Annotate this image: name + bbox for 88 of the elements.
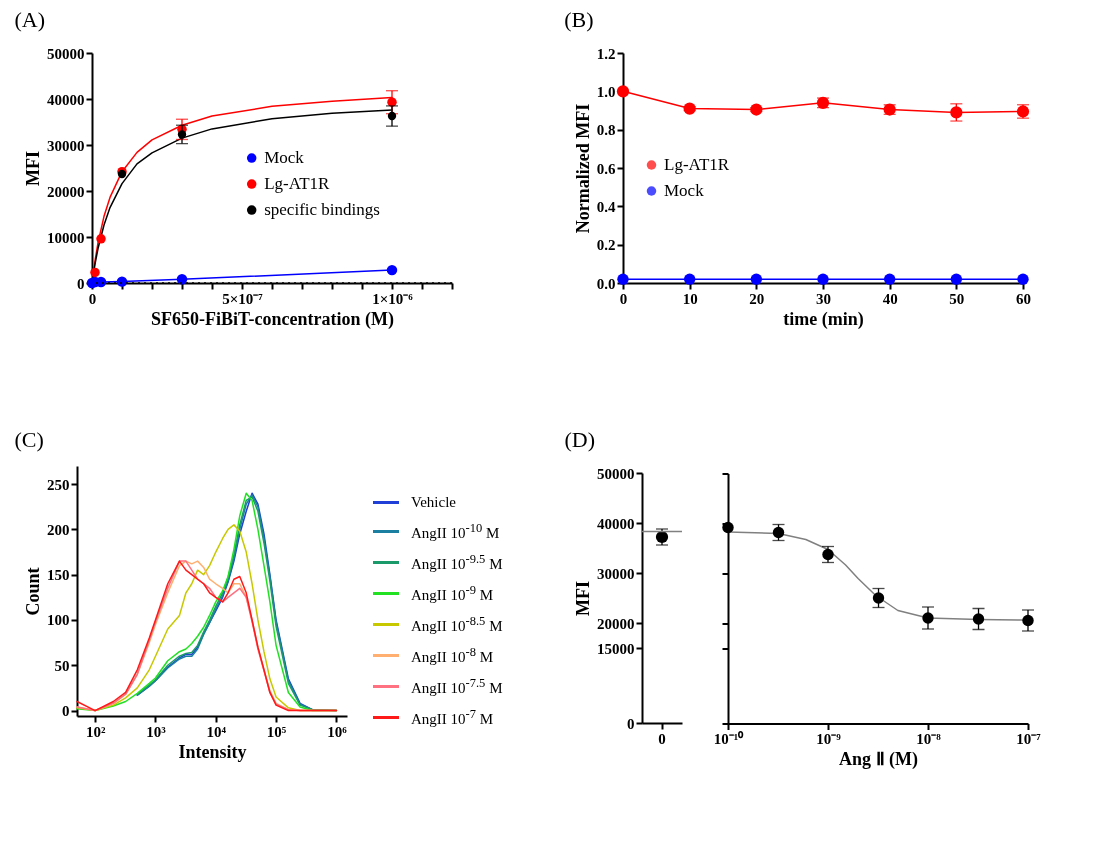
x-tick-label: 20 [749,290,765,307]
y-tick-label: 20000 [47,183,85,200]
y-axis-title: Normalized MFI [572,103,593,234]
point [750,273,763,285]
legend-label: AngII 10$^{-8}$ M [411,645,494,666]
y-tick-label: 50 [54,657,70,674]
x-tick-label: 60 [1016,290,1031,307]
y-tick-label: 20000 [597,615,635,632]
y-tick-label: 0 [62,703,70,720]
y-tick-label: 40000 [47,91,85,108]
x-axis-title: time (min) [783,308,864,330]
x-axis-title: SF650-FiBiT-concentration (M) [151,308,394,330]
x-tick-label: 5×10⁻⁷ [222,290,264,307]
y-tick-label: 40000 [597,515,635,532]
point [722,521,734,534]
chart-title: (D) [564,427,596,452]
legend-label: AngII 10$^{-8.5}$ M [411,614,503,635]
legend-label: Mock [664,181,705,200]
x-tick-label: 10⁻¹⁰ [713,730,745,747]
y-tick-label: 100 [47,612,70,629]
x-tick-label: 50 [949,290,965,307]
y-tick-label: 250 [47,476,70,493]
point [177,130,187,139]
point [1017,273,1029,285]
x-tick-label: 10⁻⁹ [816,731,842,747]
point [683,102,696,115]
y-tick-label: 200 [47,521,70,538]
point [176,274,188,285]
y-tick-label: 0.8 [596,122,616,139]
point [386,264,398,276]
point [683,273,696,285]
point [972,613,985,625]
point [90,267,100,278]
y-tick-label: 10000 [47,229,85,246]
x-tick-label: 10² [85,723,106,740]
x-tick-label: 10⁻⁸ [916,731,942,747]
legend-label: AngII 10$^{-9.5}$ M [411,552,503,573]
point [387,111,397,121]
point [950,273,963,285]
x-axis-title: Ang Ⅱ (M) [839,749,918,770]
point [1022,614,1034,627]
point [616,85,630,98]
y-tick-label: 150 [47,567,70,584]
y-tick-label: 50000 [47,45,85,62]
y-tick-label: 0 [77,275,85,292]
legend-label: AngII 10$^{-10}$ M [411,521,500,542]
legend-label: AngII 10$^{-7}$ M [411,707,494,728]
point [116,276,128,287]
y-tick-label: 0.2 [596,237,616,254]
y-tick-label: 1.2 [596,45,616,62]
chart-title: (A) [14,7,46,32]
y-tick-label: 0.0 [596,275,616,292]
y-tick-label: 50000 [597,465,635,482]
chart-title: (C) [14,427,44,452]
chart-title: (B) [564,7,594,32]
x-tick-label: 10⁵ [266,723,287,740]
x-tick-label: 30 [816,290,831,307]
x-tick-label: 0 [658,730,666,747]
y-tick-label: 1.0 [596,83,616,100]
legend-label: specific bindings [264,200,380,220]
y-axis-title: MFI [23,151,43,186]
x-tick-label: 1×10⁻⁶ [372,290,414,307]
y-axis-title: MFI [573,581,593,616]
point [872,592,885,604]
y-tick-label: 30000 [47,137,85,154]
legend-label: Mock [264,148,305,168]
legend-label: AngII 10$^{-9}$ M [411,583,494,604]
x-tick-label: 10⁴ [206,723,227,740]
y-axis-title: Count [23,567,43,616]
y-tick-label: 0.6 [596,160,616,177]
x-tick-label: 10³ [146,723,167,740]
x-tick-label: 10⁻⁷ [1016,731,1042,747]
point [883,273,896,285]
x-tick-label: 10⁶ [327,723,348,740]
x-tick-label: 10 [682,290,698,307]
legend-label: AngII 10$^{-7.5}$ M [411,676,503,697]
point [922,612,934,624]
legend-label: Vehicle [411,494,456,511]
legend-label: Lg-AT1R [664,155,730,174]
legend-label: Lg-AT1R [264,174,331,194]
x-tick-label: 40 [882,290,898,307]
y-tick-label: 30000 [597,565,635,582]
point [96,234,106,244]
x-tick-label: 0 [88,290,97,307]
y-tick-label: 0.4 [596,198,616,215]
y-tick-label: 15000 [597,640,635,657]
point [817,273,829,285]
x-axis-title: Intensity [178,741,247,762]
